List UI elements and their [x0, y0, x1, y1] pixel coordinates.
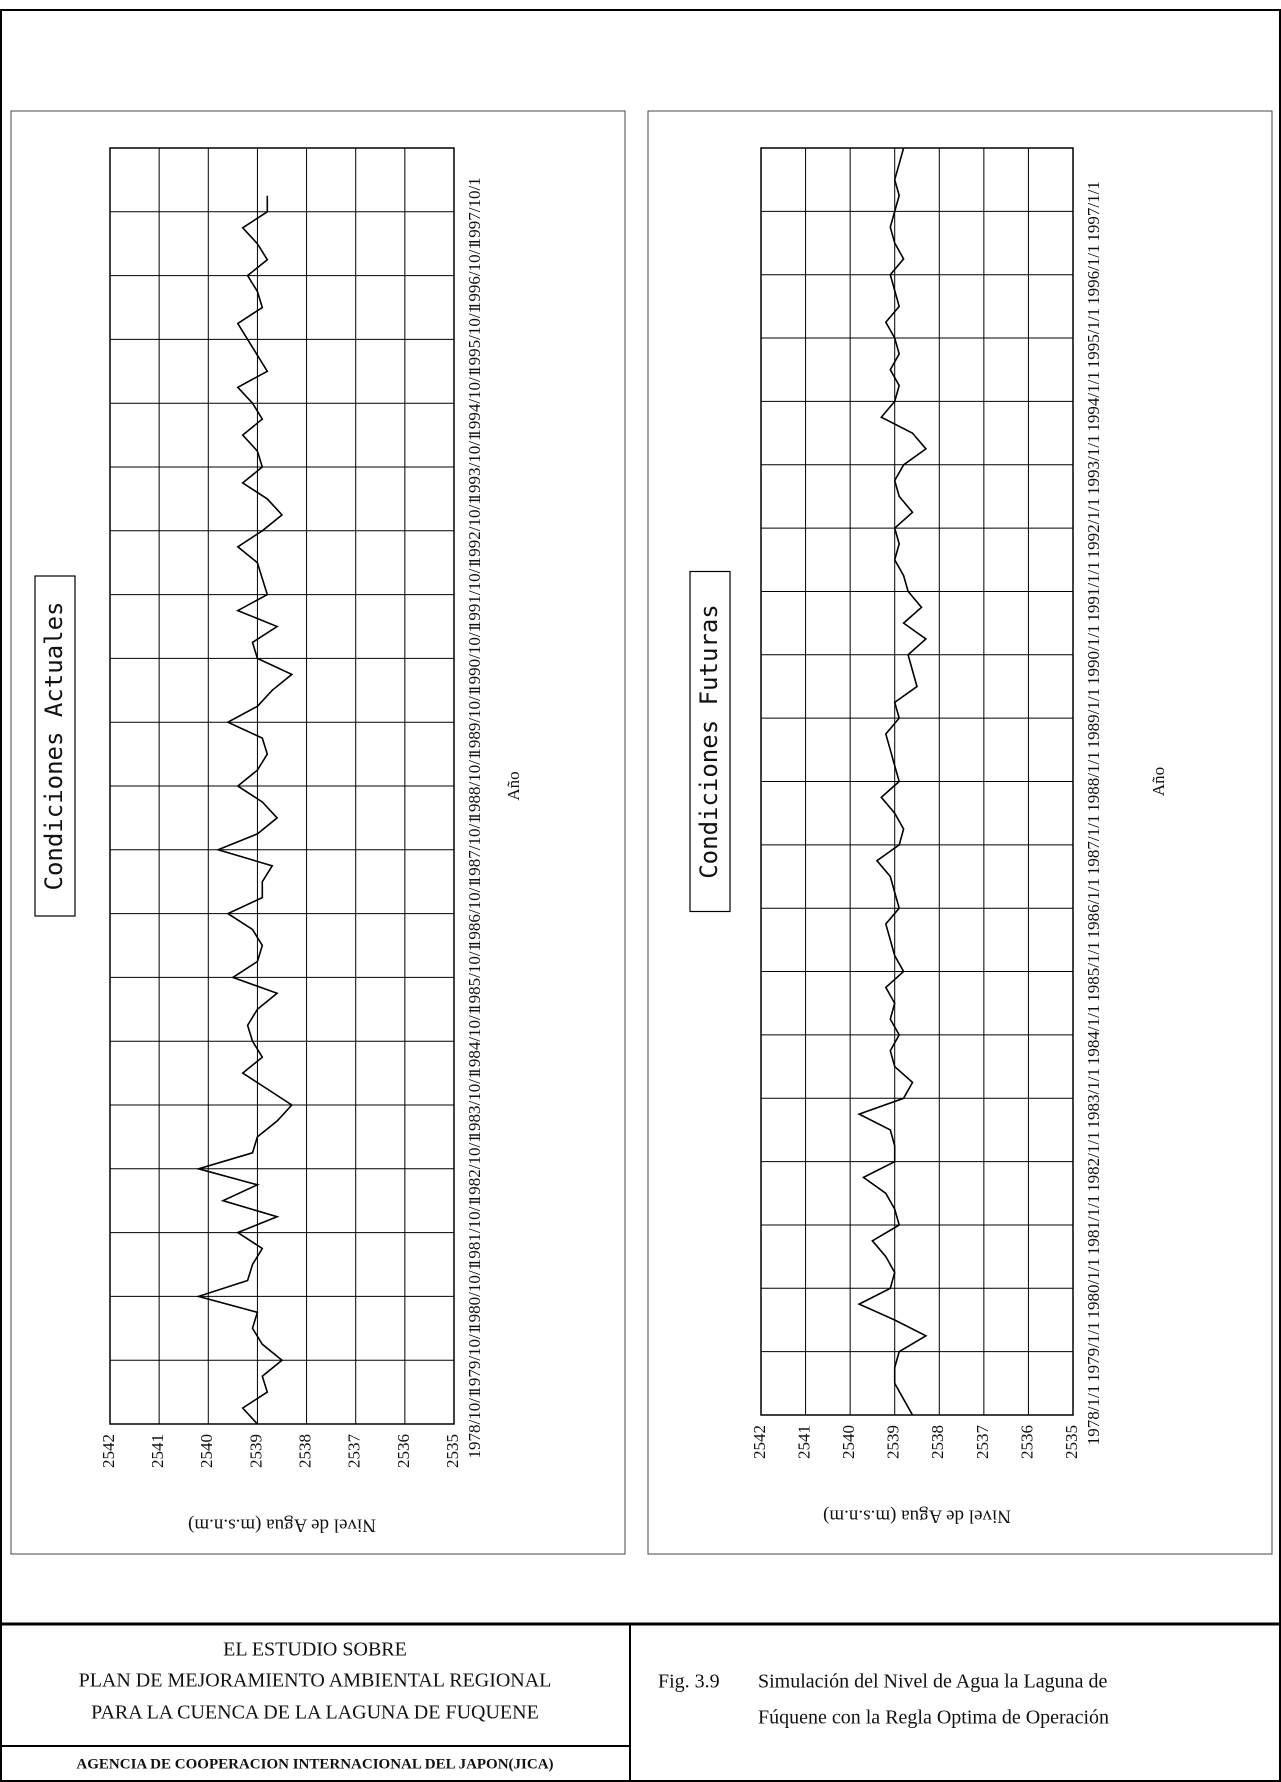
y-axis-label: Nivel de Agua (m.s.n.m): [188, 1515, 376, 1536]
x-tick-label: 1996/10/1: [465, 241, 484, 310]
x-tick-label: 1988/1/1: [1084, 751, 1103, 811]
x-tick-label: 1987/1/1: [1084, 815, 1103, 875]
x-tick-label: 1995/10/1: [465, 305, 484, 374]
plot-frame: [760, 147, 1074, 1416]
y-axis-label: Nivel de Agua (m.s.n.m): [823, 1506, 1011, 1527]
y-tick-label: 2541: [148, 1434, 167, 1468]
x-tick-label: 1982/10/1: [465, 1134, 484, 1203]
title-box: [34, 575, 76, 917]
x-tick-label: 1993/10/1: [465, 433, 484, 502]
x-tick-label: 1985/10/1: [465, 943, 484, 1012]
y-tick-label: 2535: [443, 1434, 462, 1468]
y-tick-label: 2536: [1017, 1425, 1036, 1459]
x-tick-label: 1984/1/1: [1084, 1005, 1103, 1065]
caption: Fúquene con la Regla Optima de Operación: [758, 1707, 1109, 1729]
x-tick-label: 1979/10/1: [465, 1326, 484, 1395]
x-tick-label: 1979/1/1: [1084, 1321, 1103, 1381]
x-tick-label: 1995/1/1: [1084, 308, 1103, 368]
y-tick-label: 2537: [345, 1434, 364, 1469]
x-tick-label: 1978/1/1: [1084, 1385, 1103, 1445]
x-tick-label: 1981/1/1: [1084, 1195, 1103, 1255]
page-border: [0, 9, 1281, 1782]
x-tick-label: 1991/1/1: [1084, 561, 1103, 621]
chart-title: Condiciones Actuales: [40, 602, 68, 891]
y-tick-label: 2537: [973, 1425, 992, 1460]
y-tick-label: 2542: [750, 1425, 769, 1459]
y-tick-label: 2538: [928, 1425, 947, 1459]
y-tick-label: 2536: [394, 1434, 413, 1468]
x-tick-label: 1989/10/1: [465, 688, 484, 757]
x-tick-label: 1988/10/1: [465, 752, 484, 821]
x-tick-label: 1982/1/1: [1084, 1131, 1103, 1191]
x-tick-label: 1990/1/1: [1084, 625, 1103, 685]
y-tick-label: 2540: [197, 1434, 216, 1468]
x-tick-label: 1989/1/1: [1084, 688, 1103, 748]
y-tick-label: 2542: [99, 1434, 118, 1468]
title-box: [689, 570, 731, 913]
y-tick-label: 2539: [246, 1434, 265, 1468]
x-tick-label: 1994/10/1: [465, 369, 484, 438]
y-tick-label: 2538: [295, 1434, 314, 1468]
footer-text: PLAN DE MEJORAMIENTO AMBIENTAL REGIONAL: [79, 1670, 552, 1692]
x-tick-label: 1991/10/1: [465, 560, 484, 629]
x-tick-label: 1980/1/1: [1084, 1258, 1103, 1318]
x-tick-label: 1983/10/1: [465, 1071, 484, 1140]
x-tick-label: 1981/10/1: [465, 1198, 484, 1267]
x-tick-label: 1983/1/1: [1084, 1068, 1103, 1128]
x-tick-label: 1997/10/1: [465, 177, 484, 246]
x-tick-label: 1993/1/1: [1084, 435, 1103, 495]
x-tick-label: 1987/10/1: [465, 815, 484, 884]
x-tick-label: 1985/1/1: [1084, 941, 1103, 1001]
data-line: [195, 195, 294, 1425]
y-tick-label: 2539: [884, 1425, 903, 1459]
caption: Simulación del Nivel de Agua la Laguna d…: [758, 1671, 1107, 1693]
y-tick-label: 2541: [794, 1425, 813, 1459]
data-line: [857, 147, 928, 1416]
panel: [10, 110, 626, 1555]
chart-title: Condiciones Futuras: [695, 604, 723, 879]
x-tick-label: 1992/10/1: [465, 496, 484, 565]
x-tick-label: 1980/10/1: [465, 1262, 484, 1331]
x-tick-label: 1986/10/1: [465, 879, 484, 948]
x-tick-label: 1992/1/1: [1084, 498, 1103, 558]
x-tick-label: 1996/1/1: [1084, 244, 1103, 304]
footer-text: EL ESTUDIO SOBRE: [223, 1639, 407, 1661]
x-axis-label: Año: [1149, 767, 1168, 796]
x-tick-label: 1984/10/1: [465, 1007, 484, 1076]
x-tick-label: 1990/10/1: [465, 624, 484, 693]
x-tick-label: 1986/1/1: [1084, 878, 1103, 938]
x-tick-label: 1997/1/1: [1084, 181, 1103, 241]
x-axis-label: Año: [504, 771, 523, 800]
figure-number: Fig. 3.9: [658, 1671, 720, 1693]
plot-frame: [109, 147, 455, 1425]
x-tick-label: 1978/10/1: [465, 1390, 484, 1459]
y-tick-label: 2540: [839, 1425, 858, 1459]
panel: [647, 110, 1273, 1555]
agency: AGENCIA DE COOPERACION INTERNACIONAL DEL…: [76, 1756, 553, 1772]
y-tick-label: 2535: [1062, 1425, 1081, 1459]
footer-text: PARA LA CUENCA DE LA LAGUNA DE FUQUENE: [91, 1702, 539, 1724]
x-tick-label: 1994/1/1: [1084, 371, 1103, 431]
